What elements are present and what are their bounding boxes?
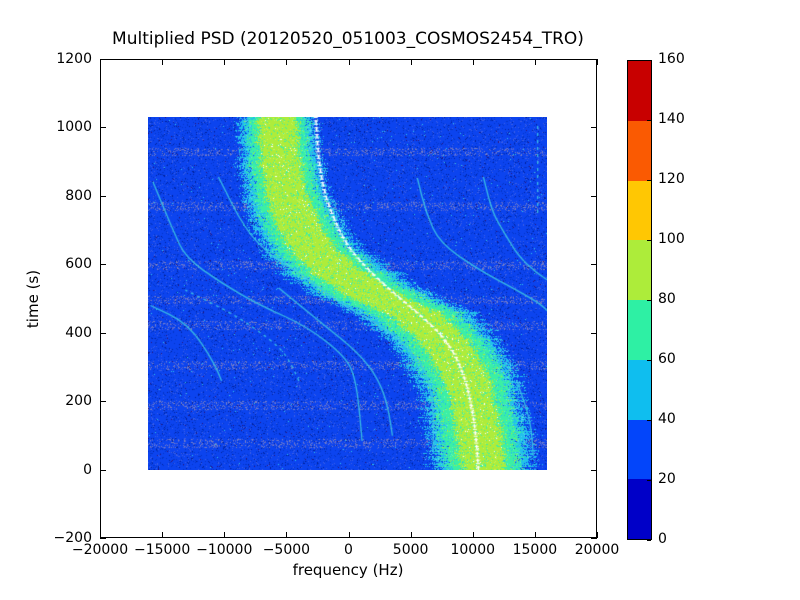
colorbar-tick [647, 480, 651, 481]
y-tick-label: −200 [53, 530, 92, 546]
y-tick-label: 200 [65, 393, 92, 410]
heatmap-canvas [148, 117, 547, 470]
x-tick [286, 532, 288, 538]
colorbar-tick [647, 60, 651, 61]
y-tick [100, 538, 106, 539]
x-tick [597, 532, 598, 538]
x-tick-label: 0 [344, 542, 353, 558]
y-tick [591, 401, 597, 403]
colorbar-tick [647, 420, 651, 421]
chart-title: Multiplied PSD (20120520_051003_COSMOS24… [112, 29, 584, 49]
x-tick [534, 59, 536, 65]
y-tick [100, 469, 106, 471]
x-tick [534, 532, 536, 538]
y-tick-label: 0 [83, 461, 92, 478]
x-tick [348, 532, 350, 538]
colorbar-tick [647, 300, 651, 301]
x-tick [100, 59, 101, 65]
x-tick [224, 59, 226, 65]
x-tick-label: 20000 [574, 542, 620, 558]
colorbar-tick-label: 20 [658, 471, 676, 487]
y-tick-label: 1000 [56, 119, 92, 136]
y-tick [591, 469, 597, 471]
y-tick [100, 401, 106, 403]
colorbar-tick-label: 40 [658, 411, 676, 427]
colorbar-tick-label: 60 [658, 351, 676, 367]
colorbar-segment [628, 479, 651, 539]
y-tick [591, 332, 597, 334]
colorbar-segment [628, 120, 651, 181]
y-tick [591, 538, 597, 539]
y-tick [100, 59, 106, 60]
colorbar-segment [628, 300, 651, 360]
x-axis-label: frequency (Hz) [292, 561, 404, 579]
y-tick [591, 59, 597, 60]
y-tick [591, 127, 597, 129]
y-tick [100, 127, 106, 129]
x-tick [410, 532, 412, 538]
colorbar-segment [628, 240, 651, 300]
x-tick [224, 532, 226, 538]
x-tick-label: 10000 [450, 542, 496, 558]
colorbar-tick [647, 540, 651, 541]
colorbar-tick [647, 360, 651, 361]
colorbar-tick [647, 120, 651, 121]
colorbar-tick [647, 180, 651, 181]
x-tick [597, 59, 598, 65]
y-tick [100, 332, 106, 334]
x-tick [162, 59, 164, 65]
x-tick [162, 532, 164, 538]
y-tick-label: 1200 [56, 51, 92, 67]
x-tick [472, 59, 474, 65]
x-tick [348, 59, 350, 65]
y-tick [591, 195, 597, 197]
colorbar-tick-label: 140 [658, 111, 685, 127]
x-tick [410, 59, 412, 65]
colorbar-tick [647, 240, 651, 241]
colorbar [627, 60, 652, 540]
colorbar-tick-label: 100 [658, 231, 685, 247]
colorbar-tick-label: 160 [658, 51, 685, 67]
y-tick-label: 400 [65, 324, 92, 341]
colorbar-tick-label: 80 [658, 291, 676, 307]
colorbar-segment [628, 61, 651, 121]
x-tick-label: −5000 [262, 542, 311, 558]
x-tick-label: 5000 [392, 542, 429, 558]
y-axis-label: time (s) [24, 269, 42, 329]
x-tick-label: 15000 [512, 542, 558, 558]
colorbar-segment [628, 180, 651, 241]
y-tick [100, 195, 106, 197]
y-tick [100, 264, 106, 266]
x-tick-label: −10000 [196, 542, 253, 558]
colorbar-tick-label: 120 [658, 171, 685, 187]
x-tick-label: −20000 [71, 542, 129, 558]
y-tick-label: 600 [65, 256, 92, 273]
y-tick-label: 800 [65, 187, 92, 204]
colorbar-segment [628, 419, 651, 480]
x-tick-label: −15000 [133, 542, 191, 558]
x-tick [100, 532, 101, 538]
y-tick [591, 264, 597, 266]
colorbar-tick-label: 0 [658, 531, 667, 547]
x-tick [286, 59, 288, 65]
x-tick [472, 532, 474, 538]
colorbar-segment [628, 359, 651, 420]
